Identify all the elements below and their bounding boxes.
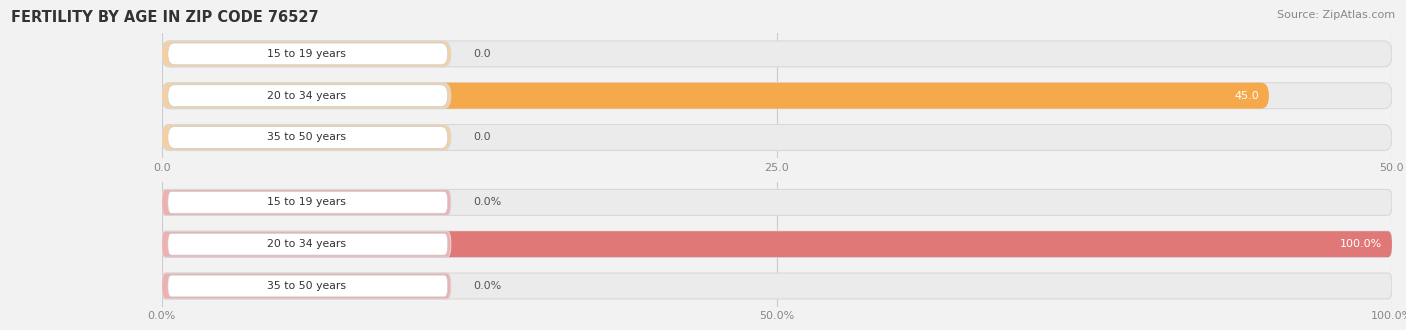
FancyBboxPatch shape: [167, 127, 447, 148]
Text: Source: ZipAtlas.com: Source: ZipAtlas.com: [1277, 10, 1395, 20]
FancyBboxPatch shape: [162, 124, 451, 150]
Text: 0.0%: 0.0%: [472, 197, 501, 207]
FancyBboxPatch shape: [167, 43, 447, 65]
Text: 0.0: 0.0: [472, 133, 491, 143]
Text: 0.0: 0.0: [472, 49, 491, 59]
FancyBboxPatch shape: [162, 83, 1268, 109]
Text: 0.0%: 0.0%: [472, 281, 501, 291]
FancyBboxPatch shape: [162, 231, 1392, 257]
Text: 15 to 19 years: 15 to 19 years: [267, 197, 346, 207]
FancyBboxPatch shape: [162, 231, 451, 257]
Text: 100.0%: 100.0%: [1340, 239, 1382, 249]
Text: 20 to 34 years: 20 to 34 years: [267, 239, 346, 249]
FancyBboxPatch shape: [167, 275, 447, 297]
Text: FERTILITY BY AGE IN ZIP CODE 76527: FERTILITY BY AGE IN ZIP CODE 76527: [11, 10, 319, 25]
FancyBboxPatch shape: [162, 189, 1392, 215]
FancyBboxPatch shape: [162, 231, 1392, 257]
FancyBboxPatch shape: [162, 273, 1392, 299]
FancyBboxPatch shape: [167, 85, 447, 107]
FancyBboxPatch shape: [162, 124, 1392, 150]
Text: 20 to 34 years: 20 to 34 years: [267, 91, 346, 101]
FancyBboxPatch shape: [167, 233, 447, 255]
FancyBboxPatch shape: [167, 191, 447, 213]
FancyBboxPatch shape: [162, 273, 451, 299]
FancyBboxPatch shape: [162, 83, 1392, 109]
Text: 35 to 50 years: 35 to 50 years: [267, 133, 346, 143]
FancyBboxPatch shape: [162, 41, 451, 67]
Text: 15 to 19 years: 15 to 19 years: [267, 49, 346, 59]
FancyBboxPatch shape: [162, 189, 451, 215]
FancyBboxPatch shape: [162, 41, 1392, 67]
Text: 35 to 50 years: 35 to 50 years: [267, 281, 346, 291]
FancyBboxPatch shape: [162, 83, 451, 109]
Text: 45.0: 45.0: [1234, 91, 1260, 101]
